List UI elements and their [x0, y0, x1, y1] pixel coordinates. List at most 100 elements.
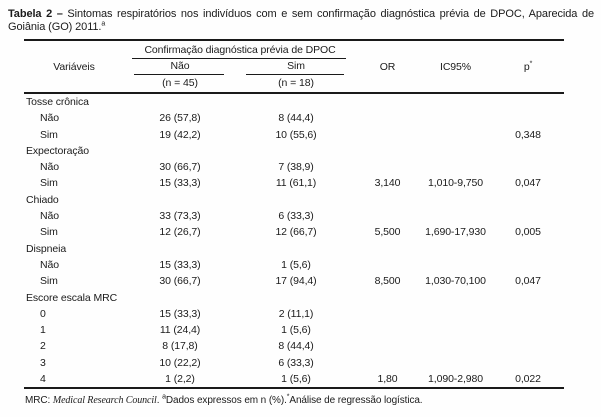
table-title-text: Sintomas respiratórios nos indivíduos co… [8, 8, 594, 33]
cell-ic95: 1,090-2,980 [428, 373, 483, 386]
page: Tabela 2 – Sintomas respiratórios nos in… [0, 8, 601, 407]
cell-sim: 7 (38,9) [278, 161, 314, 174]
cell-ic95 [419, 355, 492, 371]
cell-or [356, 127, 419, 143]
cell-p-value [492, 110, 564, 126]
col-header-p: p* [492, 40, 564, 93]
cell-sim: 1 (5,6) [281, 373, 311, 386]
cell-nao: 1 (2,2) [165, 373, 195, 386]
cell-ic95 [419, 306, 492, 322]
row-label: Tosse crônica [26, 96, 89, 108]
table-data-row: Não 30 (66,7) 7 (38,9) [24, 159, 564, 175]
row-label: Sim [40, 128, 58, 141]
cell-p-value: 0,348 [515, 128, 541, 141]
cell-p-value [492, 241, 564, 257]
footnote-period: . [156, 395, 163, 407]
table-section-row: Dispneia [24, 241, 564, 257]
cell-sim [236, 192, 356, 208]
cell-ic95 [419, 127, 492, 143]
table-header: Variáveis Confirmação diagnóstica prévia… [24, 40, 565, 93]
table-data-row: Não 15 (33,3) 1 (5,6) [24, 257, 564, 273]
cell-p-value [492, 355, 564, 371]
cell-nao [124, 241, 236, 257]
row-label: Sim [40, 275, 58, 288]
cell-or [356, 241, 419, 257]
row-label: Expectoração [26, 144, 90, 157]
p-label: p [523, 60, 530, 73]
cell-nao: 33 (73,3) [159, 210, 201, 223]
cell-p-value [492, 306, 564, 322]
cell-nao [124, 192, 236, 208]
cell-or [356, 306, 419, 322]
table-data-row: 4 1 (2,2) 1 (5,6) 1,80 1,090-2,980 0,022 [24, 371, 564, 388]
table-data-row: 1 11 (24,4) 1 (5,6) [24, 322, 564, 338]
table-data-row: 0 15 (33,3) 2 (11,1) [24, 306, 564, 322]
cell-ic95 [419, 257, 492, 273]
cell-or [356, 338, 419, 354]
table-data-row: Sim 19 (42,2) 10 (55,6) 0,348 [24, 127, 564, 143]
cell-nao: 30 (66,7) [159, 161, 201, 174]
cell-nao: 15 (33,3) [159, 258, 201, 271]
cell-nao [124, 143, 236, 159]
cell-p-value [492, 143, 564, 159]
cell-sim: 12 (66,7) [275, 226, 317, 239]
table-body: Tosse crônica Não 26 (57,8) 8 (44,4) Sim 19 (… [24, 93, 564, 388]
row-label: Dispneia [26, 242, 67, 255]
cell-sim: 17 (94,4) [275, 275, 317, 288]
cell-sim: 8 (44,4) [278, 340, 314, 353]
row-label: Não [40, 258, 59, 271]
cell-sim: 1 (5,6) [281, 258, 311, 271]
cell-ic95 [419, 338, 492, 354]
cell-or [356, 257, 419, 273]
cell-or [356, 290, 419, 306]
cell-sim: 6 (33,3) [278, 210, 314, 223]
cell-ic95 [419, 143, 492, 159]
p-superscript: * [529, 60, 533, 67]
cell-p-value: 0,005 [515, 226, 541, 239]
table-title: Tabela 2 – Sintomas respiratórios nos in… [8, 8, 594, 34]
cell-p-value [492, 338, 564, 354]
footnote-marker-a: a [162, 394, 166, 402]
cell-ic95 [419, 192, 492, 208]
cell-nao: 8 (17,8) [162, 340, 198, 353]
table-section-row: Chiado [24, 192, 564, 208]
col-header-sim: Sim [236, 59, 356, 75]
cell-p-value: 0,022 [515, 373, 541, 386]
row-label: Sim [40, 177, 58, 190]
table-data-row: 2 8 (17,8) 8 (44,4) [24, 338, 564, 354]
row-label: 4 [40, 373, 46, 386]
cell-ic95 [419, 208, 492, 224]
cell-nao [124, 290, 236, 306]
row-label: Não [40, 210, 59, 223]
table-footnote: MRC: Medical Research Council. aDados ex… [25, 394, 593, 407]
cell-or: 1,80 [377, 373, 398, 386]
cell-or [356, 143, 419, 159]
row-label: 2 [40, 340, 46, 353]
row-label: Não [40, 112, 59, 125]
cell-nao: 19 (42,2) [159, 128, 201, 141]
table-data-row: Não 33 (73,3) 6 (33,3) [24, 208, 564, 224]
cell-p-value [492, 192, 564, 208]
cell-ic95 [419, 93, 492, 110]
cell-or [356, 110, 419, 126]
cell-p-value [492, 290, 564, 306]
cell-nao: 10 (22,2) [159, 356, 201, 369]
cell-p-value [492, 322, 564, 338]
cell-sim: 2 (11,1) [278, 307, 314, 320]
cell-nao [124, 93, 236, 110]
cell-ic95 [419, 241, 492, 257]
cell-or [356, 192, 419, 208]
footnote-abbr: MRC: [25, 395, 53, 407]
cell-nao: 11 (24,4) [159, 324, 201, 337]
row-label: Sim [40, 226, 58, 239]
table-section-row: Escore escala MRC [24, 290, 564, 306]
col-group-header-dpoc: Confirmação diagnóstica prévia de DPOC [124, 40, 356, 59]
cell-p-value [492, 93, 564, 110]
cell-sim: 8 (44,4) [278, 112, 314, 125]
footnote-note-a: Dados expressos em n (%). [165, 395, 287, 407]
row-label: 0 [40, 307, 46, 320]
row-label: 3 [40, 356, 46, 369]
table-title-label: Tabela 2 – [8, 8, 63, 20]
cell-or [356, 93, 419, 110]
col-header-or: OR [379, 60, 396, 73]
